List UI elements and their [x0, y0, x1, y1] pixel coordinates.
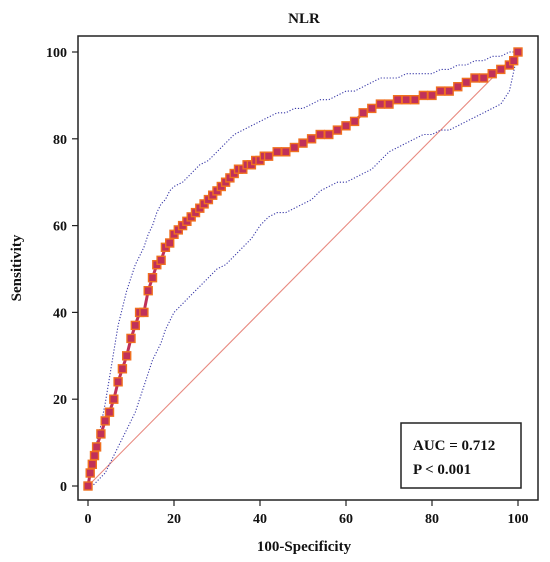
roc-curve-point	[435, 86, 446, 96]
roc-curve-point	[444, 86, 454, 96]
roc-curve-point	[496, 64, 506, 75]
roc-curve-point	[324, 129, 334, 140]
roc-curve-point	[470, 73, 480, 83]
upper-confidence-bound-line	[87, 51, 518, 487]
roc-curve-point	[513, 47, 523, 57]
roc-curve-point	[461, 77, 472, 88]
roc-curve-point	[272, 147, 282, 157]
stats-annotation: AUC = 0.712 P < 0.001	[400, 422, 522, 489]
reference-diagonal-line	[87, 51, 519, 487]
roc-curve-point	[126, 333, 136, 344]
y-tick-label: 40	[53, 306, 67, 321]
auc-value-label: AUC = 0.712	[413, 438, 495, 454]
roc-curve-point	[341, 121, 351, 131]
x-tick-label: 100	[508, 512, 529, 527]
roc-curve-point	[392, 94, 403, 105]
x-tick-label: 60	[339, 512, 353, 527]
x-axis-title: 100-Specificity	[257, 539, 352, 555]
plot-frame	[77, 35, 539, 501]
roc-curve-point	[156, 255, 166, 265]
roc-curve-point	[410, 94, 420, 105]
roc-curve-point	[401, 94, 411, 105]
roc-curve-point	[109, 394, 119, 404]
roc-curve-point	[147, 273, 158, 283]
roc-curve-point	[83, 481, 93, 491]
roc-curve-point	[384, 99, 394, 109]
x-tick-label: 80	[425, 512, 439, 527]
y-tick-label: 20	[53, 393, 67, 408]
roc-curve-point	[349, 116, 360, 127]
y-tick-label: 100	[46, 46, 67, 61]
roc-curve-point	[367, 103, 377, 114]
roc-curve-point	[418, 90, 429, 101]
roc-curve-point	[89, 450, 100, 461]
roc-curve-point	[104, 407, 115, 417]
y-tick-label: 60	[53, 220, 67, 235]
axes-layer: 0 20 40 60 80 100 0 20 40 60 80 100	[46, 46, 529, 527]
roc-curve-point	[375, 99, 386, 109]
roc-curve-point	[113, 377, 123, 387]
x-tick-label: 20	[167, 512, 181, 527]
roc-curve-point	[96, 429, 106, 439]
roc-curve-point	[315, 129, 325, 140]
roc-curve-point	[143, 286, 153, 296]
plot-area	[77, 35, 539, 501]
x-tick-label: 40	[253, 512, 267, 527]
roc-curve-point	[100, 416, 110, 426]
roc-curve-point	[263, 151, 274, 161]
roc-curve-point	[509, 56, 519, 66]
chart-title: NLR	[288, 11, 320, 27]
roc-curve-point	[117, 364, 128, 374]
roc-curve-point	[358, 108, 368, 118]
p-value-label: P < 0.001	[413, 462, 471, 478]
roc-curve-point	[487, 68, 497, 79]
x-tick-label: 0	[85, 512, 92, 527]
stats-annotation-box	[400, 422, 522, 489]
roc-curve-point	[87, 459, 98, 469]
y-tick-label: 0	[60, 480, 67, 495]
roc-curve-point	[139, 307, 149, 318]
roc-curve-point	[289, 142, 300, 153]
roc-curve-point	[130, 320, 141, 331]
roc-curve-point	[332, 125, 343, 135]
roc-curve-point	[306, 134, 317, 144]
roc-curve-point	[121, 351, 132, 361]
roc-curve-point	[427, 90, 437, 101]
roc-curve-point	[453, 81, 463, 92]
roc-curve-point	[85, 468, 95, 478]
roc-curve-point	[281, 147, 291, 157]
y-axis-title: Sensitivity	[9, 234, 25, 301]
roc-curve-point	[298, 138, 308, 148]
series-layer	[83, 47, 523, 491]
roc-curve-point	[91, 442, 102, 452]
roc-curve-point	[478, 73, 489, 83]
y-tick-label: 80	[53, 133, 67, 148]
roc-curve-point	[164, 238, 175, 248]
